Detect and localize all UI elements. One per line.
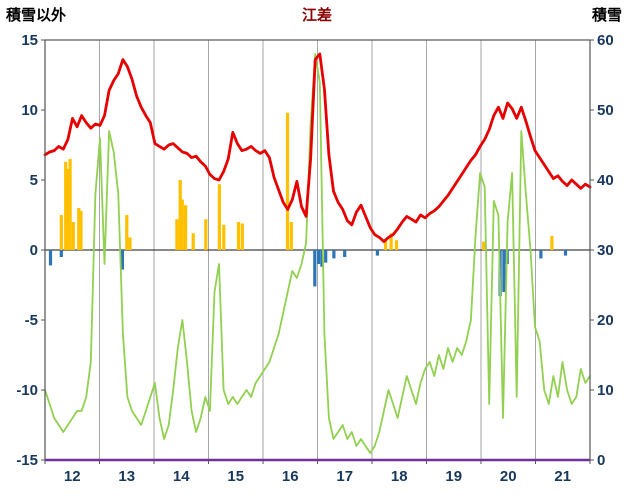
svg-text:60: 60 — [597, 32, 614, 49]
svg-text:16: 16 — [282, 468, 299, 485]
svg-text:20: 20 — [500, 468, 517, 485]
right-axis-title: 積雪 — [591, 7, 622, 24]
svg-text:21: 21 — [554, 468, 571, 485]
red-line — [43, 52, 592, 244]
svg-text:17: 17 — [336, 468, 353, 485]
svg-text:0: 0 — [30, 242, 38, 259]
svg-text:15: 15 — [21, 32, 38, 49]
svg-text:-5: -5 — [25, 312, 38, 329]
svg-text:14: 14 — [173, 468, 190, 485]
svg-text:12: 12 — [64, 468, 81, 485]
chart-title: 江差 — [301, 7, 333, 24]
green-line — [44, 53, 591, 454]
right-axis-tick-labels: 60 50 40 30 20 10 0 — [590, 32, 614, 469]
x-axis-tick-labels: 12 13 14 15 16 17 18 19 20 21 — [44, 460, 591, 485]
svg-text:40: 40 — [597, 172, 614, 189]
left-axis-tick-labels: 15 10 5 0 -5 -10 -15 — [16, 32, 45, 469]
svg-text:5: 5 — [30, 172, 38, 189]
svg-text:-15: -15 — [16, 452, 38, 469]
svg-text:19: 19 — [445, 468, 462, 485]
svg-text:10: 10 — [21, 102, 38, 119]
svg-text:0: 0 — [597, 452, 605, 469]
orange-bars-up — [59, 112, 554, 250]
svg-text:13: 13 — [118, 468, 135, 485]
svg-text:10: 10 — [597, 382, 614, 399]
svg-text:50: 50 — [597, 102, 614, 119]
svg-text:20: 20 — [597, 312, 614, 329]
svg-text:15: 15 — [227, 468, 244, 485]
left-axis-title: 積雪以外 — [6, 7, 67, 24]
svg-text:18: 18 — [391, 468, 408, 485]
svg-text:-10: -10 — [16, 382, 38, 399]
svg-text:30: 30 — [597, 242, 614, 259]
